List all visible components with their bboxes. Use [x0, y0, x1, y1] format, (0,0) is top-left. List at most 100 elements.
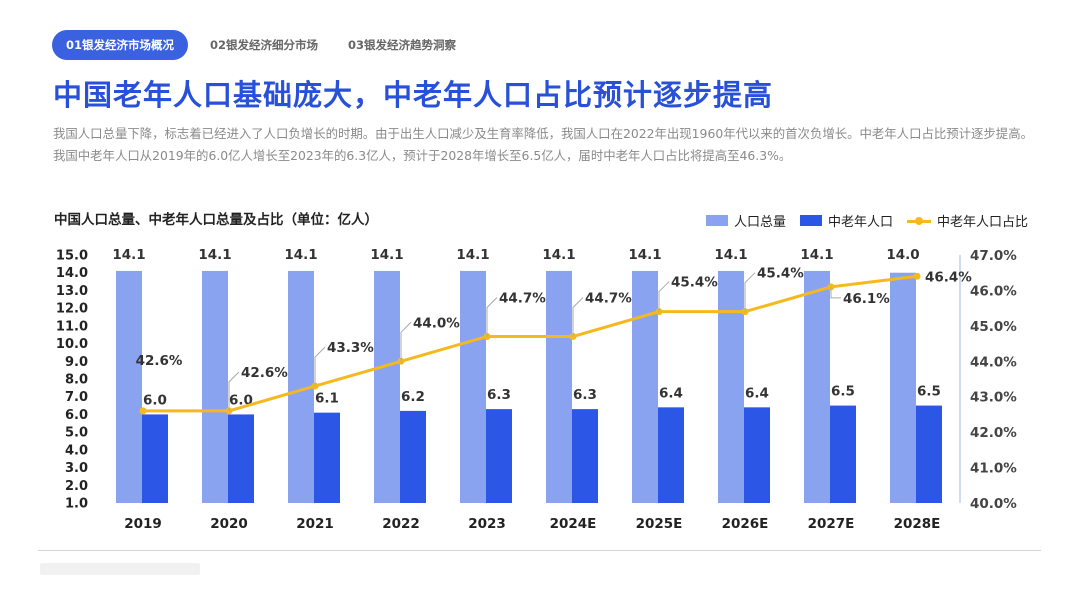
chart-title: 中国人口总量、中老年人口总量及占比（单位：亿人） [54, 212, 378, 228]
bar-total-population [116, 270, 142, 503]
x-axis-tick-label: 2023 [468, 516, 506, 532]
ratio-label-leader [658, 281, 670, 312]
left-axis-tick-label: 14.0 [56, 266, 88, 281]
bar-elder-population [916, 405, 942, 503]
bar-elder-population [572, 409, 598, 503]
bar-total-population [202, 270, 228, 503]
x-axis-tick-label: 2025E [636, 516, 683, 532]
left-axis-tick-label: 7.0 [65, 390, 88, 405]
bar-label-total: 14.1 [284, 247, 317, 263]
ratio-label: 44.0% [413, 315, 460, 331]
bar-total-population [718, 270, 744, 503]
left-axis-tick-label: 15.0 [56, 249, 88, 264]
bar-total-population [804, 270, 830, 503]
ratio-label: 42.6% [241, 365, 288, 381]
tab-market-overview[interactable]: 01银发经济市场概况 [52, 30, 189, 60]
right-axis-tick-label: 45.0% [970, 319, 1017, 335]
ratio-label-leader [572, 297, 584, 337]
page-title: 中国老年人口基础庞大，中老年人口占比预计逐步提高 [53, 78, 774, 112]
legend-swatch-elder [799, 215, 822, 226]
legend-swatch-ratio [906, 215, 931, 227]
left-axis-tick-label: 12.0 [56, 302, 88, 317]
bar-label-elder: 6.3 [487, 387, 511, 403]
ratio-point [139, 407, 147, 415]
ratio-label: 42.6% [136, 353, 183, 369]
bar-label-total: 14.1 [198, 247, 231, 263]
ratio-label-leader [830, 286, 841, 299]
left-axis-tick-label: 6.0 [65, 408, 88, 423]
bar-total-population [374, 270, 400, 503]
bar-total-population [632, 270, 658, 503]
bar-elder-population [228, 414, 254, 503]
right-axis-tick-label: 47.0% [970, 248, 1017, 264]
legend-label-total: 人口总量 [733, 215, 786, 230]
left-axis-tick-label: 13.0 [56, 284, 88, 299]
section-tabs: 01银发经济市场概况 02银发经济细分市场 03银发经济趋势洞察 [52, 30, 486, 60]
ratio-label: 44.7% [585, 290, 632, 306]
x-axis-tick-label: 2022 [382, 516, 420, 532]
left-axis-tick-label: 8.0 [65, 373, 88, 388]
ratio-point [913, 272, 921, 280]
left-axis-tick-label: 2.0 [65, 479, 88, 494]
legend-item-total: 人口总量 [705, 211, 786, 230]
legend-item-ratio: 中老年人口占比 [906, 211, 1028, 230]
bar-label-elder: 6.5 [917, 384, 941, 400]
ratio-label-leader [314, 346, 326, 387]
x-axis-tick-label: 2026E [722, 516, 769, 532]
left-axis-tick-label: 3.0 [65, 461, 88, 476]
bar-elder-population [744, 407, 770, 503]
bar-label-total: 14.0 [886, 247, 919, 263]
bar-label-total: 14.1 [370, 247, 403, 263]
right-axis-tick-label: 43.0% [970, 390, 1017, 406]
bar-elder-population [658, 407, 684, 503]
right-axis-tick-label: 40.0% [970, 496, 1017, 512]
footer-source-blur [40, 563, 200, 575]
x-axis-tick-label: 2019 [124, 516, 162, 532]
right-axis-tick-label: 46.0% [970, 283, 1017, 299]
ratio-line [143, 274, 918, 413]
chart-legend: 人口总量 中老年人口 中老年人口占比 [692, 211, 1028, 230]
left-axis-tick-label: 5.0 [65, 426, 88, 441]
x-axis-tick-label: 2027E [808, 516, 855, 532]
bar-elder-population [400, 410, 426, 503]
bar-elder-population [142, 414, 168, 503]
x-axis-tick-label: 2021 [296, 516, 334, 532]
ratio-label: 45.4% [671, 275, 718, 291]
x-axis-tick-label: 2028E [894, 516, 941, 532]
ratio-label-leader [228, 371, 240, 411]
legend-swatch-total [705, 215, 728, 226]
ratio-label-leader [744, 272, 756, 312]
left-axis-tick-label: 4.0 [65, 443, 88, 458]
bar-total-population [460, 270, 486, 503]
ratio-label: 45.4% [757, 266, 804, 282]
ratio-label-leader [400, 321, 412, 362]
bar-label-elder: 6.3 [573, 387, 597, 403]
left-axis-tick-label: 9.0 [65, 355, 88, 370]
tab-trend-insights[interactable]: 03银发经济趋势洞察 [348, 38, 457, 52]
bar-elder-population [314, 412, 340, 503]
bar-total-population [890, 272, 916, 503]
bar-label-total: 14.1 [542, 247, 575, 263]
bar-label-total: 14.1 [628, 247, 661, 263]
tab-market-segments[interactable]: 02银发经济细分市场 [210, 38, 319, 52]
legend-label-ratio: 中老年人口占比 [936, 215, 1028, 230]
bar-elder-population [830, 405, 856, 503]
x-axis-tick-label: 2020 [210, 516, 248, 532]
bar-label-total: 14.1 [456, 247, 489, 263]
ratio-label: 44.7% [499, 290, 546, 306]
left-axis-tick-label: 1.0 [65, 497, 88, 512]
intro-paragraph: 我国人口总量下降，标志着已经进入了人口负增长的时期。由于出生人口减少及生育率降低… [53, 126, 1033, 163]
bar-total-population [546, 270, 572, 503]
right-axis-tick-label: 41.0% [970, 461, 1017, 477]
bar-label-total: 14.1 [714, 247, 747, 263]
ratio-label: 43.3% [327, 340, 374, 356]
bar-label-elder: 6.2 [401, 389, 425, 405]
right-axis-tick-label: 44.0% [970, 354, 1017, 370]
ratio-label: 46.4% [925, 269, 972, 285]
bar-label-elder: 6.1 [315, 391, 339, 407]
x-axis-tick-label: 2024E [550, 516, 597, 532]
bar-label-elder: 6.0 [143, 392, 167, 408]
ratio-label: 46.1% [843, 291, 890, 307]
bar-label-total: 14.1 [112, 247, 145, 263]
